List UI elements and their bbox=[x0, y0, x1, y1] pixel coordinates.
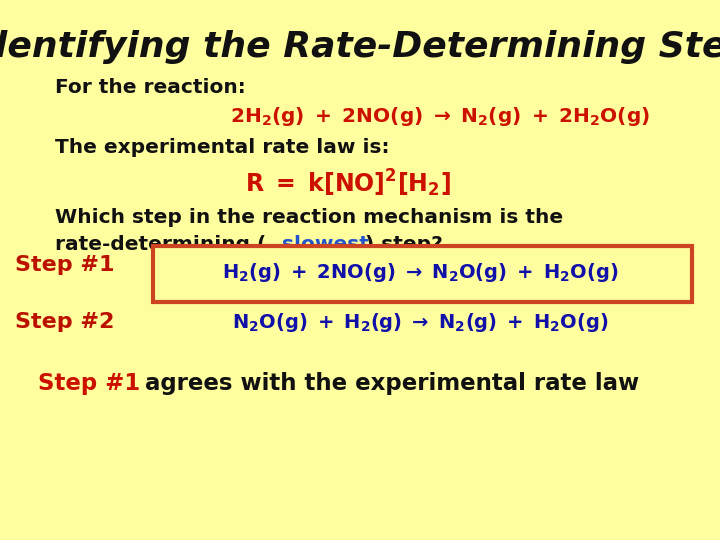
Text: $\mathbf{R\ =\ k[NO]^2[H_2]}$: $\mathbf{R\ =\ k[NO]^2[H_2]}$ bbox=[245, 168, 451, 199]
Text: Step #1: Step #1 bbox=[38, 372, 140, 395]
FancyBboxPatch shape bbox=[153, 246, 692, 302]
Text: $\mathbf{H_2(g)\ +\ 2NO(g)\ \rightarrow\ N_2O(g)\ +\ H_2O(g)}$: $\mathbf{H_2(g)\ +\ 2NO(g)\ \rightarrow\… bbox=[222, 261, 618, 285]
Text: Identifying the Rate-Determining Step: Identifying the Rate-Determining Step bbox=[0, 30, 720, 64]
Text: ) step?: ) step? bbox=[365, 235, 443, 254]
Text: Which step in the reaction mechanism is the: Which step in the reaction mechanism is … bbox=[55, 208, 563, 227]
Text: $\mathbf{N_2O(g)\ +\ H_2(g)\ \rightarrow\ N_2(g)\ +\ H_2O(g)}$: $\mathbf{N_2O(g)\ +\ H_2(g)\ \rightarrow… bbox=[232, 310, 608, 334]
Text: For the reaction:: For the reaction: bbox=[55, 78, 246, 97]
Text: agrees with the experimental rate law: agrees with the experimental rate law bbox=[145, 372, 639, 395]
Text: The experimental rate law is:: The experimental rate law is: bbox=[55, 138, 390, 157]
Text: slowest: slowest bbox=[282, 235, 369, 254]
Text: rate-determining (: rate-determining ( bbox=[55, 235, 266, 254]
Text: Step #1: Step #1 bbox=[15, 255, 114, 275]
Text: Step #2: Step #2 bbox=[15, 312, 114, 332]
Text: $\mathbf{2H_2(g)\ +\ 2NO(g)\ \rightarrow\ N_2(g)\ +\ 2H_2O(g)}$: $\mathbf{2H_2(g)\ +\ 2NO(g)\ \rightarrow… bbox=[230, 105, 650, 128]
